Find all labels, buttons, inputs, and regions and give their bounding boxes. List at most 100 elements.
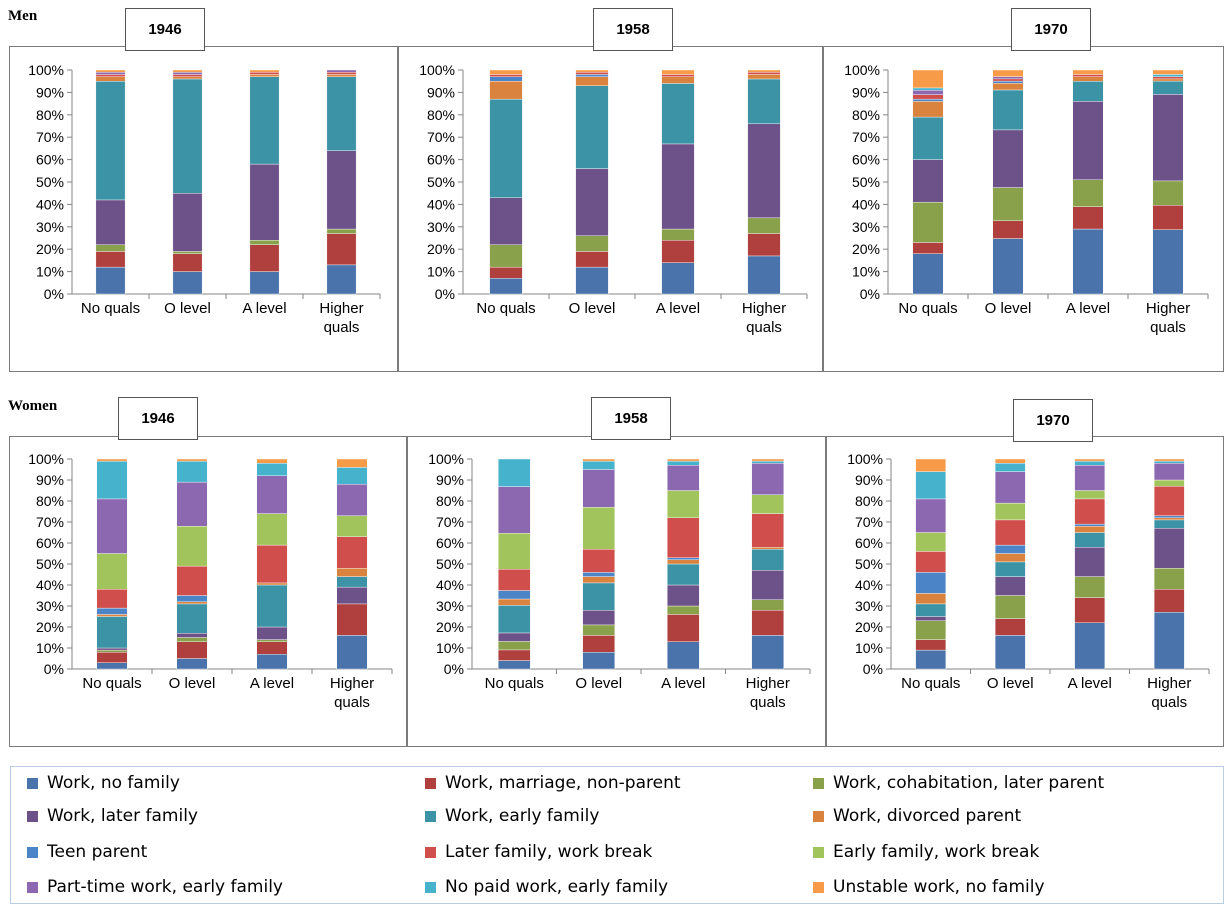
bar-segment <box>336 536 368 569</box>
bar-segment <box>1074 523 1106 527</box>
bar-segment <box>1074 460 1106 466</box>
bar-segment <box>96 460 128 500</box>
bar-segment <box>666 557 700 560</box>
bar-segment <box>1153 519 1185 529</box>
y-tick-label: 80% <box>852 107 880 123</box>
y-tick-label: 80% <box>36 107 64 123</box>
bar-segment <box>96 588 128 609</box>
bar-segment <box>256 544 288 584</box>
y-tick-label: 50% <box>855 556 883 572</box>
x-category-label: Higher <box>330 675 374 692</box>
bar-segment <box>575 72 609 75</box>
bar-segment <box>992 220 1024 239</box>
y-tick-label: 80% <box>436 493 464 509</box>
bar-segment <box>1153 612 1185 670</box>
bar-segment <box>326 76 357 151</box>
bar-segment <box>176 637 208 642</box>
bar-segment <box>95 251 126 268</box>
bar-segment <box>1074 490 1106 500</box>
bar-segment <box>751 513 785 548</box>
y-tick-label: 70% <box>36 514 64 530</box>
bar-segment <box>747 74 781 80</box>
y-tick-label: 60% <box>855 535 883 551</box>
legend-item: Later family, work break <box>425 842 652 862</box>
bar-segment <box>912 201 944 243</box>
bar-segment <box>96 662 128 670</box>
legend-item: Early family, work break <box>813 842 1039 862</box>
bar-segment <box>666 458 700 462</box>
bar-segment <box>1152 94 1184 182</box>
y-tick-label: 20% <box>436 619 464 635</box>
bar-segment <box>912 98 944 102</box>
bar-segment <box>992 89 1024 131</box>
y-tick-label: 20% <box>36 619 64 635</box>
y-tick-label: 90% <box>855 472 883 488</box>
bar-segment <box>661 69 695 75</box>
bar-segment <box>172 251 203 254</box>
legend-label: Work, marriage, non-parent <box>445 773 681 793</box>
bar-segment <box>666 559 700 565</box>
bar-segment <box>575 235 609 252</box>
y-tick-label: 40% <box>855 577 883 593</box>
bar-segment <box>994 519 1026 546</box>
y-tick-label: 20% <box>852 241 880 257</box>
bar-segment <box>497 598 531 606</box>
bar-segment <box>751 458 785 462</box>
bar-segment <box>751 460 785 464</box>
bar-segment <box>582 651 616 670</box>
bar-segment <box>249 240 280 245</box>
legend-swatch <box>425 846 436 858</box>
bar-segment <box>1153 479 1185 487</box>
bar-segment <box>992 83 1024 91</box>
bar-segment <box>751 463 785 495</box>
bar-segment <box>747 217 781 234</box>
bar-segment <box>994 595 1026 619</box>
bar-segment <box>992 238 1024 295</box>
bar-segment <box>489 81 523 100</box>
x-category-label: O level <box>575 675 622 692</box>
bar-segment <box>992 69 1024 77</box>
bar-segment <box>747 233 781 257</box>
bar-segment <box>915 639 947 651</box>
y-tick-label: 10% <box>436 640 464 656</box>
legend-label: Part-time work, early family <box>47 877 283 897</box>
legend-item: Work, later family <box>27 806 198 826</box>
bar-segment <box>661 262 695 295</box>
stacked-bar-chart-women-1958: 0% 10% 20% 30% 40% 50% 60% 70% 80% 90% 100% No qual… <box>428 451 811 711</box>
legend-label: Work, later family <box>47 806 198 826</box>
bar-segment <box>249 74 280 77</box>
y-tick-label: 20% <box>855 619 883 635</box>
bar-segment <box>326 69 357 73</box>
legend-item: No paid work, early family <box>425 877 668 897</box>
bar-segment <box>1153 486 1185 516</box>
bar-segment <box>489 197 523 245</box>
row-label-men: Men <box>8 8 38 24</box>
y-tick-label: 80% <box>427 107 455 123</box>
x-category-label: Higher <box>1146 300 1190 317</box>
bar-segment <box>661 83 695 145</box>
x-category-label: No quals <box>485 675 544 692</box>
x-category-label: No quals <box>82 675 141 692</box>
bar-segment <box>96 607 128 615</box>
y-tick-label: 10% <box>36 264 64 280</box>
x-category-label: No quals <box>901 675 960 692</box>
legend-swatch <box>425 881 436 893</box>
bar-segment <box>249 72 280 75</box>
bar-segment <box>994 553 1026 563</box>
bar-segment <box>661 143 695 230</box>
legend-label: No paid work, early family <box>445 877 669 897</box>
bar-segment <box>915 616 947 621</box>
y-tick-label: 100% <box>419 62 455 78</box>
chart-title-men-1958: 1958 <box>593 8 673 51</box>
bar-segment <box>747 72 781 75</box>
bar-segment <box>172 271 203 295</box>
legend-swatch <box>813 810 824 822</box>
bar-segment <box>95 244 126 252</box>
bar-segment <box>1074 622 1106 670</box>
bar-segment <box>489 74 523 77</box>
bar-segment <box>661 76 695 84</box>
bar-segment <box>751 546 785 550</box>
row-label-women: Women <box>8 398 58 414</box>
bar-segment <box>1072 81 1104 102</box>
bar-segment <box>172 69 203 73</box>
